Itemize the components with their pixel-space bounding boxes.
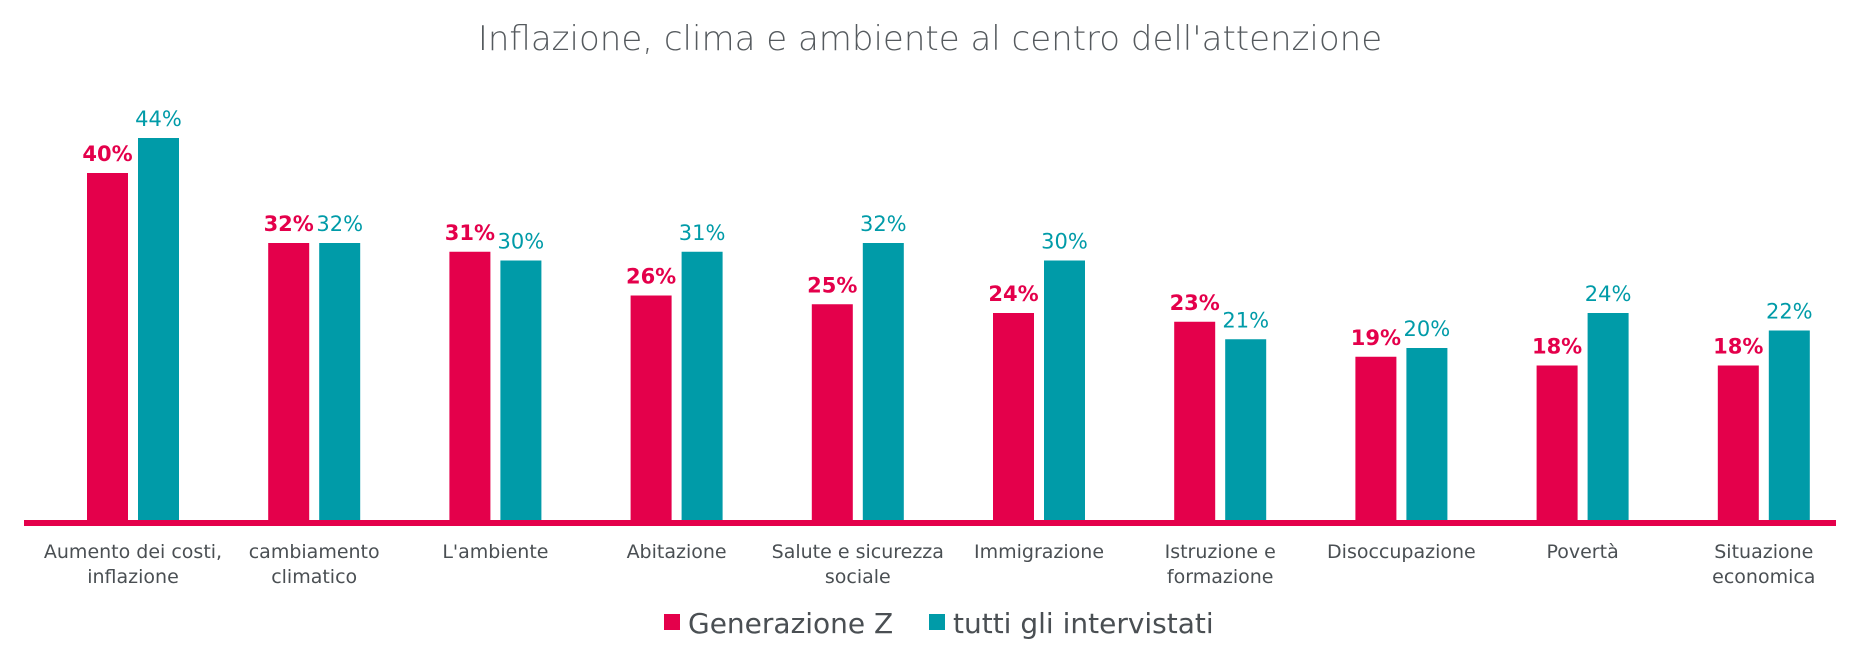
category-label-5: Immigrazione — [974, 541, 1104, 563]
value-label-tutti-0: 44% — [135, 107, 182, 131]
bar-generazione-z-7 — [1355, 356, 1397, 523]
category-label-3: Abitazione — [627, 541, 727, 563]
bar-tutti-7 — [1406, 348, 1448, 523]
legend-swatch-1 — [929, 614, 945, 630]
value-label-tutti-2: 30% — [498, 230, 545, 254]
bar-tutti-4 — [862, 243, 904, 523]
category-label-8: Povertà — [1546, 541, 1618, 563]
bar-tutti-1 — [319, 243, 361, 523]
value-label-generazione-z-3: 26% — [626, 265, 676, 289]
value-label-generazione-z-7: 19% — [1351, 326, 1401, 350]
bar-tutti-3 — [681, 251, 723, 523]
bar-generazione-z-0 — [87, 173, 128, 523]
legend-label-1: tutti gli intervistati — [953, 607, 1214, 640]
legend-swatch-0 — [664, 614, 680, 630]
bar-tutti-5 — [1044, 260, 1085, 523]
value-label-generazione-z-1: 32% — [264, 212, 314, 236]
value-labels-group: 40%44%32% 32% 31% 30%26%31%25%32%24%30%23%2… — [82, 107, 1812, 359]
bar-generazione-z-8 — [1536, 365, 1578, 523]
bar-generazione-z-5 — [993, 313, 1034, 523]
value-label-tutti-9: 22% — [1766, 300, 1813, 324]
category-label-7: Disoccupazione — [1327, 541, 1476, 563]
category-label-4: Salute e sicurezza sociale — [772, 541, 944, 588]
value-label-generazione-z-8: 18% — [1532, 335, 1582, 359]
legend-label-0: Generazione Z — [688, 607, 893, 640]
value-label-tutti-5: 30% — [1041, 230, 1088, 254]
value-label-tutti-1: 32% — [316, 212, 363, 236]
bar-generazione-z-1 — [268, 243, 310, 523]
chart-title: Inflazione, clima e ambiente al centro d… — [478, 19, 1382, 59]
category-labels-group: Aumento dei costi, inflazione cambiamento c… — [44, 541, 1816, 588]
value-label-generazione-z-0: 40% — [82, 142, 132, 166]
value-label-tutti-8: 24% — [1585, 282, 1632, 306]
bar-tutti-9 — [1768, 330, 1810, 523]
value-label-generazione-z-2: 31% — [445, 221, 495, 245]
category-label-6: Istruzione e formazione — [1165, 541, 1276, 588]
bar-tutti-0 — [138, 138, 179, 523]
bar-tutti-2 — [500, 260, 542, 523]
legend: Generazione Z tutti gli intervistati — [664, 607, 1214, 640]
value-label-generazione-z-4: 25% — [807, 273, 857, 297]
value-label-generazione-z-6: 23% — [1170, 291, 1220, 315]
bars-group — [87, 138, 1810, 523]
category-label-0: Aumento dei costi, inflazione — [44, 541, 222, 588]
bar-generazione-z-4 — [811, 304, 853, 523]
bar-generazione-z-3 — [630, 295, 672, 523]
bar-generazione-z-6 — [1174, 321, 1216, 523]
value-label-tutti-7: 20% — [1404, 317, 1451, 341]
value-label-generazione-z-5: 24% — [988, 282, 1038, 306]
value-label-tutti-3: 31% — [679, 221, 726, 245]
category-label-2: L'ambiente — [442, 541, 548, 563]
bar-generazione-z-9 — [1717, 365, 1759, 523]
value-label-tutti-6: 21% — [1222, 308, 1269, 332]
value-label-tutti-4: 32% — [860, 212, 907, 236]
category-label-1: cambiamento climatico — [249, 541, 380, 588]
bar-generazione-z-2 — [449, 251, 491, 523]
category-label-9: Situazione economica — [1712, 541, 1815, 588]
bar-tutti-8 — [1587, 313, 1629, 523]
value-label-generazione-z-9: 18% — [1713, 335, 1763, 359]
bar-tutti-6 — [1225, 339, 1267, 523]
